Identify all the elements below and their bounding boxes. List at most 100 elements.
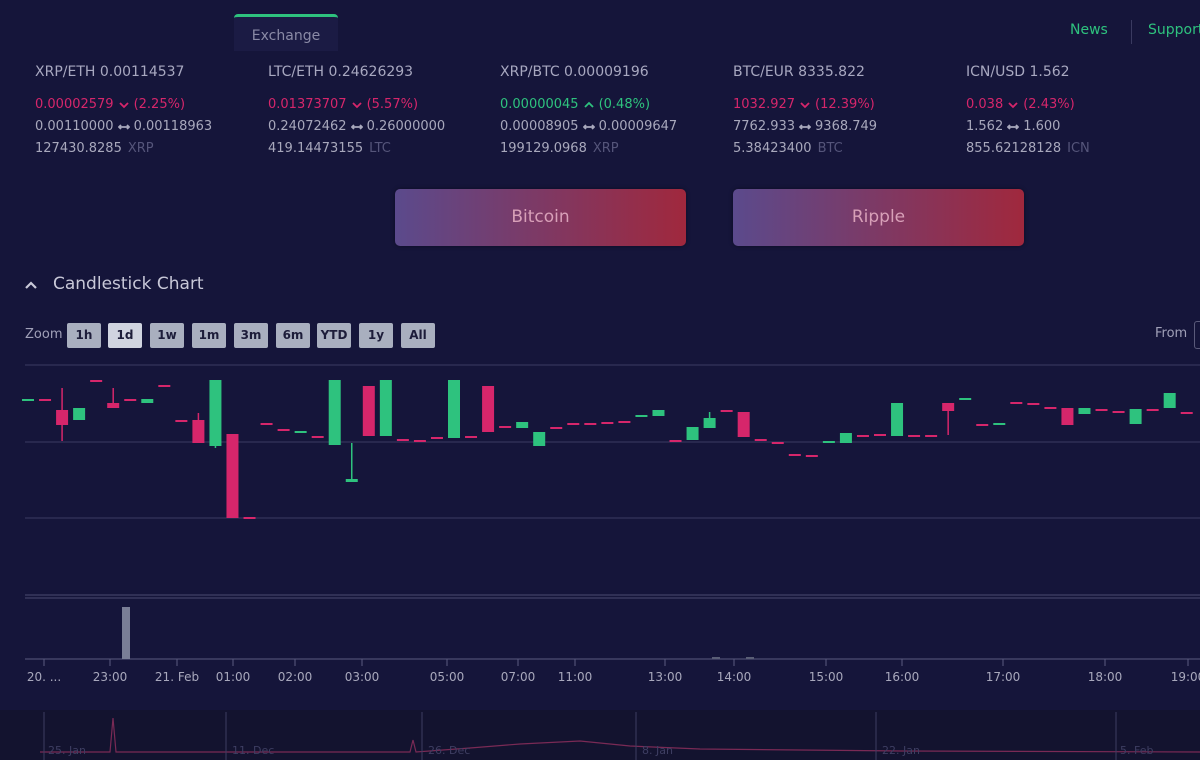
- candle-body: [533, 432, 546, 446]
- candle-body: [1027, 403, 1040, 405]
- ticker-range: 0.00110000 0.00118963: [35, 116, 265, 138]
- range-arrow: [798, 123, 812, 130]
- x-tick-label: 18:00: [1088, 670, 1123, 684]
- direction-arrow: [800, 101, 810, 108]
- x-tick-label: 19:00: [1171, 670, 1200, 684]
- zoom-button[interactable]: YTD: [317, 323, 351, 348]
- change-value: 0.00002579: [35, 97, 114, 112]
- ticker-range: 1.562 1.600: [966, 116, 1196, 138]
- x-tick-label: 21. Feb: [155, 670, 199, 684]
- candle-body: [1146, 409, 1159, 411]
- ticker-change: 0.00002579 (2.25%): [35, 94, 265, 116]
- direction-arrow: [583, 101, 594, 108]
- candle-body: [311, 436, 324, 438]
- bitcoin-button[interactable]: Bitcoin: [395, 189, 686, 246]
- x-tick-label: 14:00: [717, 670, 752, 684]
- change-value: 0.00000045: [500, 97, 579, 112]
- ticker-pair: XRP/BTC 0.00009196: [500, 64, 649, 80]
- ticker-range: 7762.933 9368.749: [733, 116, 963, 138]
- candle-body: [942, 403, 955, 411]
- candle-body: [1129, 409, 1142, 424]
- candle-body: [669, 440, 682, 442]
- support-link[interactable]: Support: [1148, 22, 1200, 38]
- ticker-pair: BTC/EUR 8335.822: [733, 64, 865, 80]
- zoom-button[interactable]: 3m: [234, 323, 268, 348]
- zoom-button[interactable]: 1y: [359, 323, 393, 348]
- candle-body: [1163, 393, 1176, 408]
- change-percent: (5.57%): [366, 97, 419, 112]
- navigator-label: 26. Dec: [428, 744, 470, 757]
- candle-body: [891, 403, 904, 436]
- candle-body: [277, 429, 290, 431]
- x-tick-label: 01:00: [216, 670, 251, 684]
- spacer: [35, 86, 265, 94]
- direction-arrow: [118, 101, 129, 108]
- ticker-change: 1032.927 (12.39%): [733, 94, 963, 116]
- zoom-button[interactable]: 1h: [67, 323, 101, 348]
- candle-body: [22, 399, 34, 401]
- volume-bar: [122, 607, 130, 659]
- range-low: 7762.933: [733, 119, 796, 134]
- zoom-button[interactable]: 1m: [192, 323, 226, 348]
- x-tick-label: 02:00: [278, 670, 313, 684]
- range-arrow: [1006, 123, 1020, 130]
- x-tick-label: 05:00: [430, 670, 465, 684]
- range-high: 9368.749: [815, 119, 878, 134]
- ticker: XRP/BTC 0.00009196 0.00000045 (0.48%) 0.000…: [500, 64, 730, 160]
- candle-body: [1061, 408, 1074, 425]
- ticker-volume: 5.38423400 BTC: [733, 138, 963, 160]
- range-high: 0.26000000: [366, 119, 446, 134]
- candle-body: [754, 439, 767, 441]
- from-input[interactable]: [1194, 321, 1200, 349]
- range-low: 0.24072462: [268, 119, 347, 134]
- navigator-label: 25. Jan: [48, 744, 86, 757]
- candle-body: [856, 435, 869, 437]
- change-percent: (0.48%): [598, 97, 651, 112]
- ticker-range: 0.24072462 0.26000000: [268, 116, 498, 138]
- x-tick-label: 20. ...: [27, 670, 61, 684]
- candle-body: [1044, 407, 1057, 409]
- candle-body: [430, 437, 443, 439]
- range-low: 0.00110000: [35, 119, 114, 134]
- candle-body: [805, 455, 818, 457]
- navigator-grid: [43, 712, 1117, 760]
- range-high: 1.600: [1023, 119, 1061, 134]
- candle-body: [124, 399, 137, 401]
- exchange-tab[interactable]: Exchange: [234, 14, 338, 51]
- candle-body: [601, 422, 614, 424]
- zoom-button[interactable]: 6m: [276, 323, 310, 348]
- candle-body: [771, 442, 784, 444]
- ticker-range: 0.00008905 0.00009647: [500, 116, 730, 138]
- collapse-icon[interactable]: [24, 279, 38, 291]
- candle-body: [158, 385, 171, 387]
- change-value: 0.038: [966, 97, 1004, 112]
- volume-unit: BTC: [817, 141, 843, 156]
- candle-body: [192, 420, 205, 443]
- range-low: 0.00008905: [500, 119, 579, 134]
- range-high: 0.00118963: [133, 119, 213, 134]
- ripple-button[interactable]: Ripple: [733, 189, 1024, 246]
- x-tick-label: 16:00: [885, 670, 920, 684]
- volume-unit: XRP: [127, 141, 154, 156]
- candle-body: [328, 380, 341, 445]
- candle-body: [482, 386, 495, 432]
- candle-body: [39, 399, 52, 401]
- candle-body: [73, 408, 86, 420]
- candle-body: [260, 423, 273, 425]
- news-link[interactable]: News: [1070, 22, 1108, 38]
- change-value: 0.01373707: [268, 97, 347, 112]
- navigator-line: [40, 717, 1200, 753]
- spacer: [966, 86, 1196, 94]
- zoom-button[interactable]: 1w: [150, 323, 184, 348]
- zoom-button[interactable]: 1d: [108, 323, 142, 348]
- candle-body: [413, 440, 426, 442]
- candle-body: [925, 435, 938, 437]
- candle-body: [788, 454, 801, 456]
- candle-body: [516, 422, 529, 428]
- zoom-button[interactable]: All: [401, 323, 435, 348]
- volume-bar: [746, 657, 754, 659]
- navigator-label: 22. Jan: [882, 744, 920, 757]
- from-label: From: [1155, 326, 1188, 341]
